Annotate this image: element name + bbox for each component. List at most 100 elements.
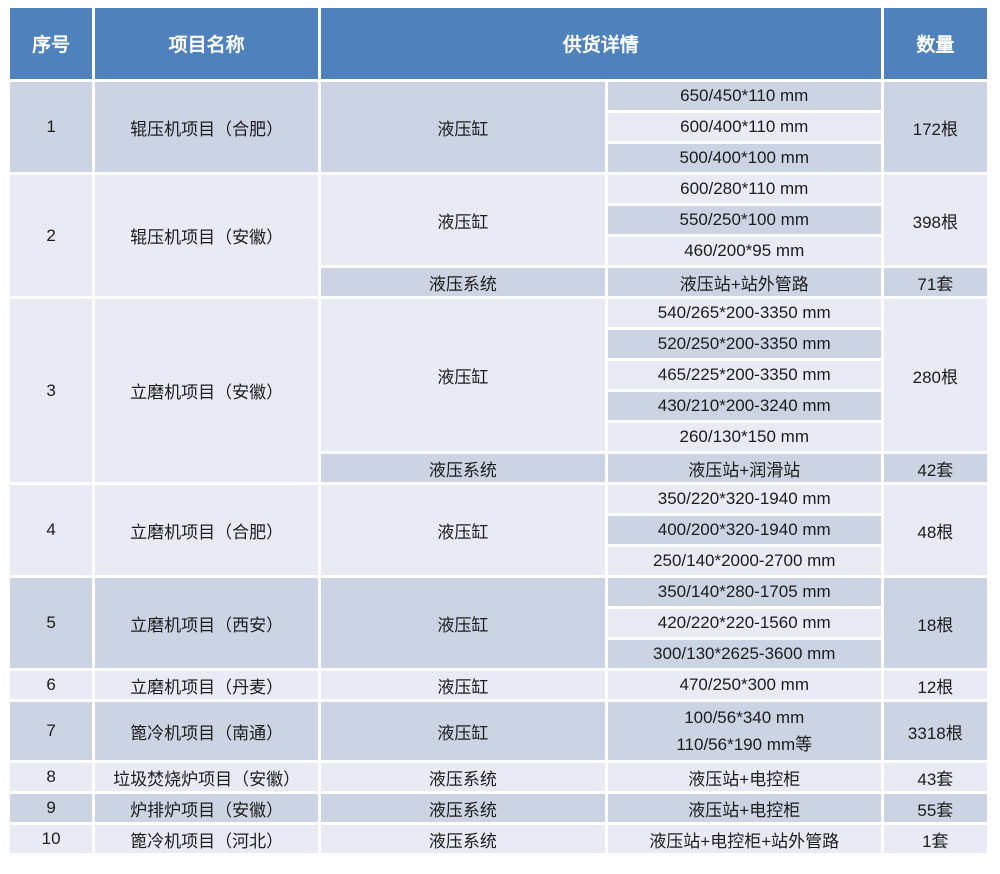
table-row: 550/250*100 mm — [10, 206, 987, 234]
component-cell: 液压系统 — [320, 825, 605, 853]
spec-cell: 液压站+电控柜 — [607, 794, 881, 822]
spec-cell: 250/140*2000-2700 mm — [607, 547, 881, 575]
spec-line: 100/56*340 mm — [684, 708, 805, 727]
component-cell: 液压缸 — [320, 299, 605, 451]
quantity-cell: 1套 — [883, 825, 987, 853]
table-row: 7 篦冷机项目（南通） 液压缸 100/56*340 mm 110/56*190… — [10, 702, 987, 760]
spec-cell: 350/140*280-1705 mm — [607, 578, 881, 606]
quantity-cell: 55套 — [883, 794, 987, 822]
table-row: 430/210*200-3240 mm — [10, 392, 987, 420]
row-number-cell: 2 — [10, 175, 93, 296]
row-number-cell: 5 — [10, 578, 93, 668]
table-row: 2 辊压机项目（安徽） 液压缸 600/280*110 mm 398根 — [10, 175, 987, 296]
component-cell: 液压缸 — [320, 578, 605, 668]
header-quantity: 数量 — [883, 8, 987, 79]
quantity-cell: 18根 — [883, 578, 987, 668]
spec-cell: 300/130*2625-3600 mm — [607, 640, 881, 668]
row-number-cell: 9 — [10, 794, 93, 822]
spec-line: 110/56*190 mm等 — [676, 735, 813, 754]
row-number-cell: 4 — [10, 485, 93, 575]
header-row: 序号 项目名称 供货详情 数量 — [10, 8, 987, 79]
table-row: 液压系统 液压站+润滑站 42套 — [10, 454, 987, 482]
quantity-cell: 3318根 — [883, 702, 987, 760]
row-number-cell: 6 — [10, 671, 93, 699]
project-name-cell: 篦冷机项目（河北） — [95, 825, 318, 853]
project-name-cell: 立磨机项目（丹麦） — [95, 671, 318, 699]
spec-cell: 550/250*100 mm — [607, 206, 881, 234]
header-serial: 序号 — [10, 8, 93, 79]
component-cell: 液压缸 — [320, 82, 605, 172]
table-row: 500/400*100 mm — [10, 144, 987, 172]
component-cell: 液压系统 — [320, 454, 605, 482]
spec-cell: 465/225*200-3350 mm — [607, 361, 881, 389]
table-row: 600/400*110 mm — [10, 113, 987, 141]
table-row: 465/225*200-3350 mm — [10, 361, 987, 389]
quantity-cell: 48根 — [883, 485, 987, 575]
table-row: 液压系统 液压站+站外管路 71套 — [10, 268, 987, 296]
table-row: 4 立磨机项目（合肥） 液压缸 350/220*320-1940 mm 48根 — [10, 485, 987, 575]
project-name-cell: 辊压机项目（合肥） — [95, 82, 318, 172]
quantity-cell: 398根 — [883, 175, 987, 265]
header-supply-details: 供货详情 — [320, 8, 881, 79]
component-cell: 液压系统 — [320, 268, 605, 296]
quantity-cell: 12根 — [883, 671, 987, 699]
spec-cell: 420/220*220-1560 mm — [607, 609, 881, 637]
spec-cell: 430/210*200-3240 mm — [607, 392, 881, 420]
spec-cell: 500/400*100 mm — [607, 144, 881, 172]
spec-cell: 600/400*110 mm — [607, 113, 881, 141]
header-project-name: 项目名称 — [95, 8, 318, 79]
table-row: 3 立磨机项目（安徽） 液压缸 540/265*200-3350 mm 280根 — [10, 299, 987, 482]
supply-table: 序号 项目名称 供货详情 数量 1 辊压机项目（合肥） 液压缸 650/450*… — [7, 5, 990, 856]
row-number-cell: 3 — [10, 299, 93, 482]
table-row: 8 垃圾焚烧炉项目（安徽） 液压系统 液压站+电控柜 43套 — [10, 763, 987, 791]
component-cell: 液压缸 — [320, 702, 605, 760]
row-number-cell: 8 — [10, 763, 93, 791]
spec-cell: 460/200*95 mm — [607, 237, 881, 265]
row-number-cell: 10 — [10, 825, 93, 853]
table-row: 520/250*200-3350 mm — [10, 330, 987, 358]
table-row: 250/140*2000-2700 mm — [10, 547, 987, 575]
table-row: 400/200*320-1940 mm — [10, 516, 987, 544]
spec-cell: 540/265*200-3350 mm — [607, 299, 881, 327]
component-cell: 液压缸 — [320, 671, 605, 699]
spec-cell: 650/450*110 mm — [607, 82, 881, 110]
table-row: 5 立磨机项目（西安） 液压缸 350/140*280-1705 mm 18根 — [10, 578, 987, 668]
table-row: 9 炉排炉项目（安徽） 液压系统 液压站+电控柜 55套 — [10, 794, 987, 822]
spec-cell: 400/200*320-1940 mm — [607, 516, 881, 544]
component-cell: 液压系统 — [320, 794, 605, 822]
table-row: 1 辊压机项目（合肥） 液压缸 650/450*110 mm 172根 — [10, 82, 987, 172]
spec-cell: 液压站+电控柜 — [607, 763, 881, 791]
row-number-cell: 1 — [10, 82, 93, 172]
table-row: 300/130*2625-3600 mm — [10, 640, 987, 668]
spec-cell: 600/280*110 mm — [607, 175, 881, 203]
spec-cell: 100/56*340 mm 110/56*190 mm等 — [607, 702, 881, 760]
quantity-cell: 172根 — [883, 82, 987, 172]
table-row: 420/220*220-1560 mm — [10, 609, 987, 637]
project-name-cell: 垃圾焚烧炉项目（安徽） — [95, 763, 318, 791]
project-name-cell: 辊压机项目（安徽） — [95, 175, 318, 296]
spec-cell: 液压站+润滑站 — [607, 454, 881, 482]
spec-cell: 液压站+电控柜+站外管路 — [607, 825, 881, 853]
component-cell: 液压缸 — [320, 485, 605, 575]
spec-cell: 260/130*150 mm — [607, 423, 881, 451]
table-row: 260/130*150 mm — [10, 423, 987, 451]
quantity-cell: 280根 — [883, 299, 987, 451]
table-row: 10 篦冷机项目（河北） 液压系统 液压站+电控柜+站外管路 1套 — [10, 825, 987, 853]
project-name-cell: 篦冷机项目（南通） — [95, 702, 318, 760]
project-name-cell: 立磨机项目（西安） — [95, 578, 318, 668]
spec-cell: 520/250*200-3350 mm — [607, 330, 881, 358]
quantity-cell: 71套 — [883, 268, 987, 296]
spec-cell: 350/220*320-1940 mm — [607, 485, 881, 513]
table-row: 460/200*95 mm — [10, 237, 987, 265]
component-cell: 液压缸 — [320, 175, 605, 265]
spec-cell: 470/250*300 mm — [607, 671, 881, 699]
quantity-cell: 43套 — [883, 763, 987, 791]
component-cell: 液压系统 — [320, 763, 605, 791]
spec-cell: 液压站+站外管路 — [607, 268, 881, 296]
row-number-cell: 7 — [10, 702, 93, 760]
project-name-cell: 立磨机项目（安徽） — [95, 299, 318, 482]
project-name-cell: 立磨机项目（合肥） — [95, 485, 318, 575]
project-name-cell: 炉排炉项目（安徽） — [95, 794, 318, 822]
quantity-cell: 42套 — [883, 454, 987, 482]
